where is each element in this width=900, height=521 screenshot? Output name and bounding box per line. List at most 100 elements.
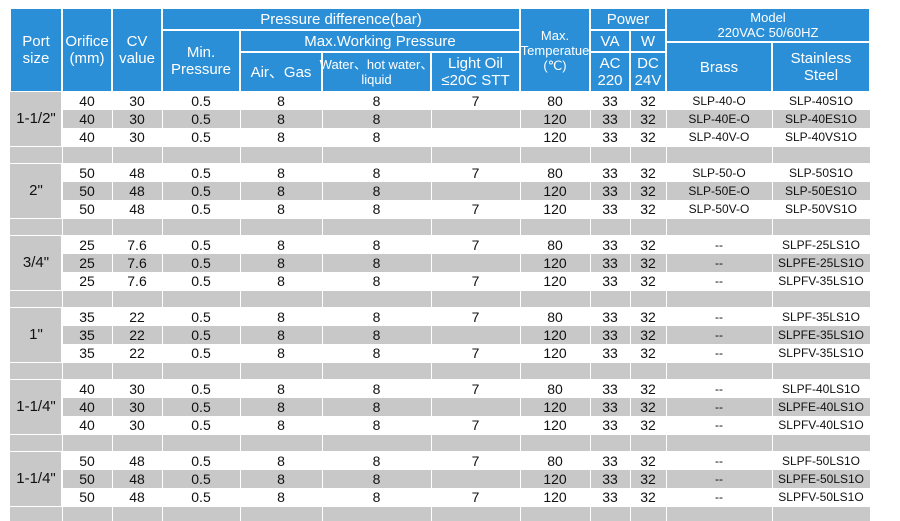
- cell: 22: [129, 309, 145, 325]
- header-cell: W: [630, 30, 666, 52]
- cell: 7: [471, 345, 480, 361]
- header-text: AC: [599, 55, 621, 72]
- cell: 33: [602, 237, 618, 253]
- cell: 8: [372, 111, 381, 127]
- cell: 8: [372, 129, 381, 145]
- cell: 33: [602, 111, 618, 127]
- column-rule: [62, 92, 63, 521]
- cell: SLP-40E-O: [688, 112, 750, 126]
- cell: 0.5: [191, 165, 211, 181]
- cell: SLP-50E-O: [688, 184, 750, 198]
- cell: 33: [602, 345, 618, 361]
- cell: 33: [602, 381, 618, 397]
- cell: 35: [79, 345, 95, 361]
- column-rule: [666, 92, 667, 521]
- cell: 8: [372, 201, 381, 217]
- header-text: Orifice: [65, 33, 109, 50]
- header-text: (℃): [543, 57, 567, 73]
- header-text: 220: [597, 72, 623, 89]
- cell: 120: [543, 129, 567, 145]
- header-cell: Port size: [10, 8, 62, 92]
- cell: 0.5: [191, 111, 211, 127]
- row-band: [62, 470, 870, 488]
- cell: 48: [129, 183, 145, 199]
- cell: 32: [640, 111, 656, 127]
- cell: --: [715, 346, 723, 360]
- cell: 32: [640, 417, 656, 433]
- header-cell: Model 220VAC 50/60HZ: [666, 8, 870, 42]
- column-rule: [520, 92, 521, 521]
- header-text: VA: [600, 32, 620, 50]
- cell: 32: [640, 489, 656, 505]
- cell: 33: [602, 273, 618, 289]
- header-cell: Light Oil ≤20C STT: [431, 52, 520, 92]
- header-text: Max.Working Pressure: [304, 32, 456, 50]
- port-cell: [10, 308, 62, 362]
- cell: 0.5: [191, 93, 211, 109]
- cell: 50: [79, 183, 95, 199]
- cell: 0.5: [191, 237, 211, 253]
- cell: 8: [372, 237, 381, 253]
- cell: 33: [602, 255, 618, 271]
- cell: 32: [640, 255, 656, 271]
- header-cell: DC 24V: [630, 52, 666, 92]
- cell: 32: [640, 129, 656, 145]
- cell: 30: [129, 93, 145, 109]
- cell: 7: [471, 201, 480, 217]
- cell: --: [715, 472, 723, 486]
- cell: 8: [277, 183, 285, 199]
- cell: SLPFE-35LS1O: [777, 328, 865, 342]
- cell: 30: [129, 417, 145, 433]
- cell: 40: [79, 111, 95, 127]
- separator: [10, 146, 870, 164]
- cell: 33: [602, 489, 618, 505]
- cell: SLPF-35LS1O: [781, 310, 861, 324]
- cell: 8: [372, 453, 381, 469]
- cell: 120: [543, 327, 567, 343]
- port-cell: [10, 236, 62, 290]
- cell: 120: [543, 489, 567, 505]
- cell: 35: [79, 309, 95, 325]
- header-cell: Water、hot water、 liquid: [320, 52, 433, 92]
- cell: 8: [277, 399, 285, 415]
- header-text: Brass: [699, 58, 739, 76]
- cell: 32: [640, 327, 656, 343]
- cell: 8: [277, 327, 285, 343]
- header-text: 220VAC 50/60HZ: [717, 25, 819, 40]
- cell: 50: [79, 471, 95, 487]
- cell: 8: [277, 471, 285, 487]
- cell: 8: [277, 201, 285, 217]
- cell: 8: [277, 165, 285, 181]
- header-cell: Air、Gas: [240, 52, 322, 92]
- cell: 50: [79, 201, 95, 217]
- cell: 32: [640, 309, 656, 325]
- port-cell: [10, 380, 62, 434]
- header-text: Model: [750, 10, 786, 25]
- cell: 8: [372, 165, 381, 181]
- cell: 32: [640, 93, 656, 109]
- cell: 8: [372, 255, 381, 271]
- header-text: 24V: [634, 72, 662, 89]
- cell: 8: [372, 309, 381, 325]
- cell: 7.6: [127, 273, 147, 289]
- cell: --: [715, 274, 723, 288]
- header-text: W: [640, 32, 656, 50]
- cell: 8: [277, 129, 285, 145]
- cell: SLPFV-40LS1O: [778, 418, 864, 432]
- cell: 30: [129, 381, 145, 397]
- cell: 32: [640, 237, 656, 253]
- cell: 25: [79, 237, 95, 253]
- header-cell: Brass: [666, 42, 772, 92]
- cell: 120: [543, 273, 567, 289]
- header-cell: Max. Temperatue (℃): [520, 8, 590, 92]
- cell: 33: [602, 165, 618, 181]
- cell: SLP-40V-O: [688, 130, 750, 144]
- header-text: liquid: [361, 72, 392, 87]
- port-size: 1": [29, 326, 43, 343]
- cell: 8: [277, 93, 285, 109]
- cell: 80: [547, 237, 563, 253]
- cell: 32: [640, 165, 656, 181]
- cell: 0.5: [191, 309, 211, 325]
- cell: 0.5: [191, 201, 211, 217]
